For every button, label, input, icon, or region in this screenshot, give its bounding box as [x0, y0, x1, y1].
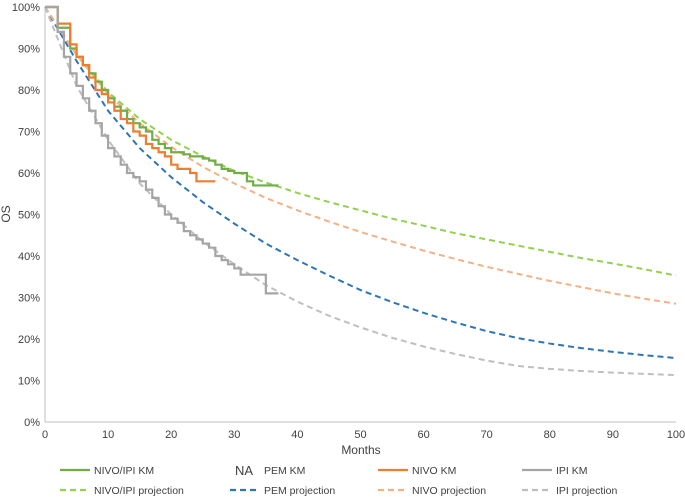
y-tick-label: 0% [24, 417, 40, 429]
y-tick-label: 100% [12, 2, 40, 14]
y-tick-label: 50% [18, 210, 40, 222]
y-tick-label: 30% [18, 293, 40, 305]
legend-label-ipi-km: IPI KM [556, 465, 588, 477]
x-tick-label: 0 [42, 429, 48, 441]
legend-label-nivo-ipi-projection: NIVO/IPI projection [94, 485, 184, 497]
x-tick-label: 80 [544, 429, 556, 441]
legend-label-ipi-projection: IPI projection [556, 485, 617, 497]
y-tick-label: 40% [18, 251, 40, 263]
x-tick-label: 40 [291, 429, 303, 441]
series-line-nivo-km [45, 5, 216, 183]
series-line-pem-projection [44, 6, 677, 360]
x-tick-label: 70 [481, 429, 493, 441]
legend-label-pem-projection: PEM projection [264, 485, 335, 497]
x-tick-label: 30 [228, 429, 240, 441]
legend-label-pem-km: PEM KM [264, 465, 305, 477]
series-line-ipi-km [45, 5, 279, 295]
series-line-ipi-projection [44, 6, 677, 377]
y-tick-label: 20% [18, 334, 40, 346]
x-tick-label: 20 [165, 429, 177, 441]
y-tick-label: 90% [18, 44, 40, 56]
legend-label-nivo-ipi-km: NIVO/IPI KM [94, 465, 154, 477]
x-tick-label: 90 [607, 429, 619, 441]
series-line-nivo-projection [44, 6, 677, 305]
y-tick-label: 80% [18, 85, 40, 97]
x-tick-label: 100 [667, 429, 685, 441]
x-axis-label: Months [341, 443, 380, 457]
y-tick-label: 70% [18, 127, 40, 139]
x-tick-label: 10 [102, 429, 114, 441]
y-axis-label: OS [0, 205, 13, 222]
x-tick-label: 50 [354, 429, 366, 441]
legend-label-nivo-projection: NIVO projection [412, 485, 486, 497]
x-tick-label: 60 [417, 429, 429, 441]
series-line-nivo-ipi-projection [44, 6, 677, 277]
legend-na-marker: NA [235, 463, 253, 478]
series-line-nivo-ipi-km [45, 5, 279, 187]
y-tick-label: 60% [18, 168, 40, 180]
legend-label-nivo-km: NIVO KM [412, 465, 456, 477]
y-tick-label: 10% [18, 376, 40, 388]
